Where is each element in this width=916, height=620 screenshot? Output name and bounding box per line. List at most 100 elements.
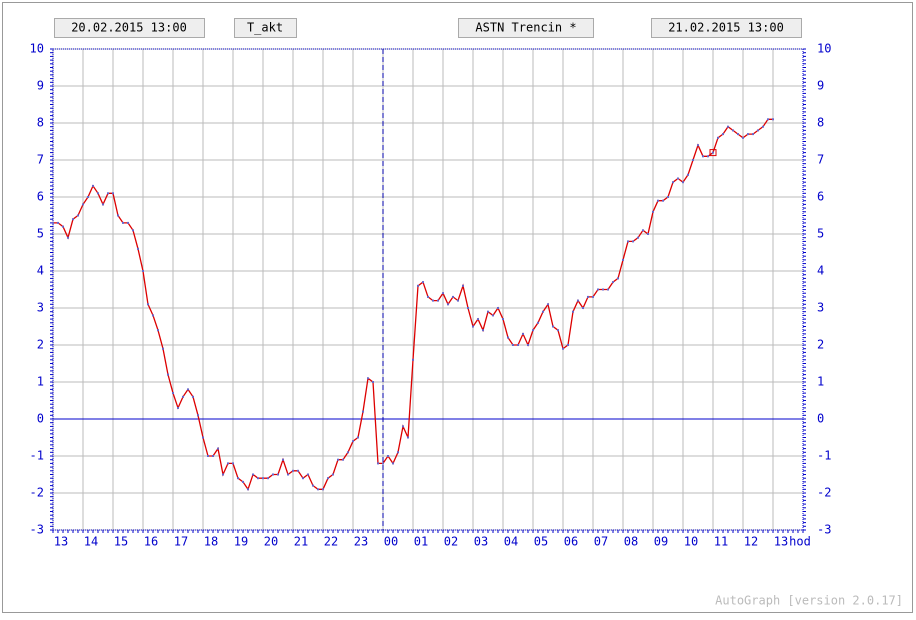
data-point [467, 307, 469, 309]
y-tick-label: 0 [37, 412, 44, 426]
y-tick-label-right: 4 [817, 264, 824, 278]
data-point [592, 295, 594, 298]
data-point [687, 173, 689, 176]
x-tick-label: 12 [744, 535, 758, 549]
data-point [487, 310, 489, 313]
data-point [597, 288, 599, 291]
data-point [347, 451, 349, 454]
header: 20.02.2015 13:00 T_akt ASTN Trencin * 21… [54, 18, 802, 38]
y-tick-label: 9 [37, 79, 44, 93]
y-tick-label-right: 5 [817, 227, 824, 241]
y-tick-label-right: 9 [817, 79, 824, 93]
x-tick-label: 22 [324, 535, 338, 549]
data-point [97, 192, 99, 195]
data-point [432, 299, 434, 302]
x-tick-label: 08 [624, 535, 638, 549]
data-point [632, 240, 634, 243]
y-tick-label-right: 10 [817, 42, 831, 56]
data-point [147, 303, 149, 306]
data-point [307, 473, 309, 476]
data-point [332, 473, 334, 476]
data-point [627, 240, 629, 243]
data-point [352, 440, 354, 443]
data-point [697, 144, 699, 147]
x-tick-label: 13 [54, 535, 68, 549]
y-tick-label: 8 [37, 116, 44, 130]
data-point [187, 388, 189, 391]
data-point [72, 218, 74, 221]
data-point [542, 310, 544, 313]
data-point [397, 451, 399, 454]
x-tick-label: 07 [594, 535, 608, 549]
data-point [682, 181, 684, 184]
data-point [392, 462, 394, 465]
data-point [462, 284, 464, 287]
data-point [132, 229, 134, 232]
data-point [167, 373, 169, 376]
data-point [282, 458, 284, 461]
data-point [367, 377, 369, 380]
data-point [477, 318, 479, 321]
data-point [442, 292, 444, 295]
data-point [612, 281, 614, 284]
data-point [217, 447, 219, 450]
data-point [727, 125, 729, 128]
station-box [458, 18, 594, 38]
data-point [62, 225, 64, 228]
y-tick-label: 3 [37, 301, 44, 315]
data-point [322, 488, 324, 491]
y-tick-label: -2 [30, 486, 44, 500]
data-point [317, 488, 319, 491]
data-point [222, 473, 224, 476]
data-point [662, 199, 664, 202]
data-point [667, 196, 669, 198]
data-point [537, 321, 539, 324]
data-point [557, 329, 559, 332]
y-tick-label-right: 8 [817, 116, 824, 130]
data-point [102, 203, 104, 206]
data-point [207, 455, 209, 457]
data-point [382, 462, 384, 465]
data-point [57, 221, 59, 224]
data-point [197, 414, 199, 417]
data-point [417, 284, 419, 287]
x-tick-label: 03 [474, 535, 488, 549]
data-point [452, 295, 454, 298]
data-point [172, 392, 174, 395]
data-point [767, 118, 769, 121]
data-point [182, 395, 184, 398]
y-tick-label: 6 [37, 190, 44, 204]
end-box [651, 18, 802, 38]
data-point [117, 214, 119, 217]
y-tick-label-right: 2 [817, 338, 824, 352]
x-tick-label: 21 [294, 535, 308, 549]
x-tick-label: 06 [564, 535, 578, 549]
y-tick-label-right: -2 [817, 486, 831, 500]
y-tick-label-right: -1 [817, 449, 831, 463]
data-point [252, 473, 254, 476]
data-point [547, 303, 549, 306]
data-point [577, 299, 579, 302]
data-point [622, 258, 624, 261]
y-tick-label: -1 [30, 449, 44, 463]
data-point [772, 118, 774, 121]
data-point [262, 477, 264, 480]
data-point [327, 477, 329, 480]
y-tick-label: 5 [37, 227, 44, 241]
x-tick-label: 00 [384, 535, 398, 549]
data-point [52, 221, 54, 224]
station: ASTN Trencin * [475, 21, 576, 35]
data-point [747, 133, 749, 136]
x-tick-label: 01 [414, 535, 428, 549]
data-point [387, 455, 389, 457]
marker [709, 149, 717, 157]
data-point [157, 329, 159, 332]
data-point [177, 406, 179, 409]
data-point [572, 310, 574, 313]
data-point [112, 192, 114, 195]
data-point [522, 332, 524, 335]
data-point [227, 462, 229, 465]
data-point [247, 488, 249, 491]
data-point [732, 129, 734, 132]
